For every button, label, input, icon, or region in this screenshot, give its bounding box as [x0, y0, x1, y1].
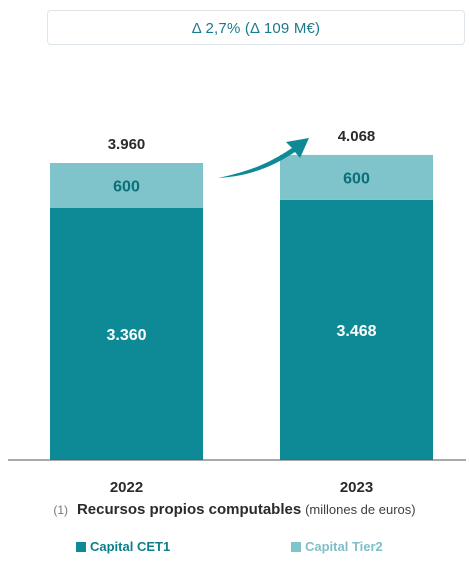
variation-banner: Δ 2,7% (Δ 109 M€) — [47, 10, 465, 45]
category-label: 2023 — [340, 479, 373, 496]
chart-footnote: (1) Recursos propios computables (millon… — [0, 501, 469, 518]
data-label-cet1: 3.360 — [106, 327, 146, 344]
legend-label-tier2: Capital Tier2 — [305, 539, 383, 554]
bar-segment-cet1 — [280, 199, 433, 460]
data-label-tier2: 600 — [343, 170, 370, 187]
data-label-tier2: 600 — [113, 179, 140, 196]
legend-label-cet1: Capital CET1 — [90, 539, 171, 554]
total-label: 3.960 — [108, 136, 146, 153]
bar-segment-tier2 — [280, 154, 433, 200]
footnote-index: (1) — [53, 503, 69, 517]
category-label: 2022 — [110, 479, 143, 496]
legend-item-cet1: Capital CET1 — [76, 539, 170, 554]
legend-item-tier2: Capital Tier2 — [291, 539, 383, 554]
legend-swatch-tier2 — [291, 541, 301, 552]
variation-text: Δ 2,7% (Δ 109 M€) — [191, 20, 321, 37]
footnote-units: (millones de euros) — [305, 502, 416, 517]
footnote-title: Recursos propios computables — [76, 501, 302, 518]
total-label: 4.068 — [338, 128, 376, 145]
legend-swatch-cet1 — [76, 541, 86, 552]
bar-segment-tier2 — [50, 163, 203, 208]
growth-arrow-icon — [218, 138, 309, 178]
data-label-cet1: 3.468 — [336, 323, 376, 340]
bar-segment-cet1 — [50, 208, 203, 460]
